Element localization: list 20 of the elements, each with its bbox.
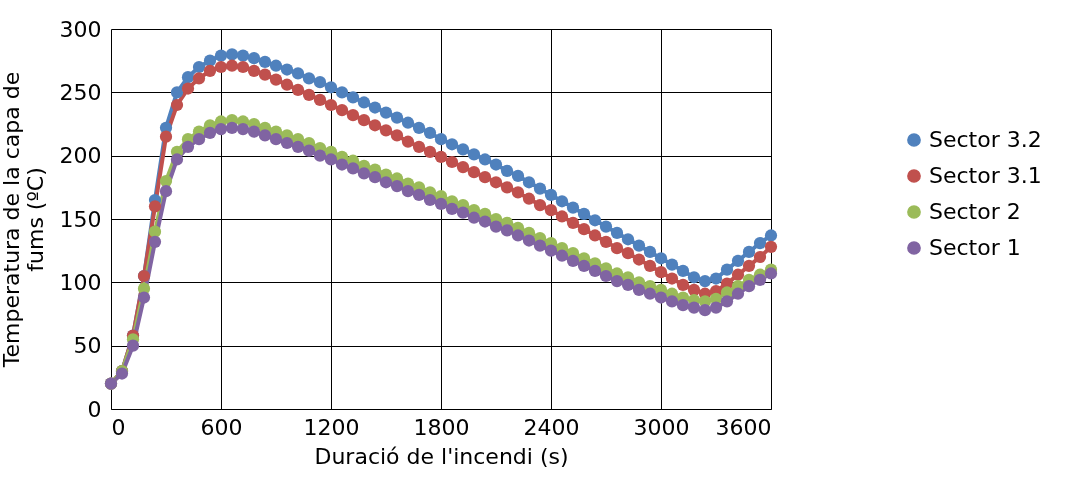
y-tick-label: 50 [73,333,102,359]
legend-label: Sector 3.1 [929,163,1042,188]
x-tick-label: 1200 [303,414,360,440]
y-tick-label: 0 [87,396,102,422]
legend-label: Sector 3.2 [929,127,1042,152]
x-tick-label: 600 [200,414,243,440]
x-tick-label: 3600 [715,414,772,440]
y-tick-label: 250 [59,79,102,105]
y-tick-label: 300 [59,16,102,42]
legend-label: Sector 1 [929,235,1021,260]
x-tick-label: 2400 [523,414,580,440]
x-axis-title: Duració de l'incendi (s) [314,443,569,469]
y-axis-title: Temperatura de la capa de fums (ºC) [0,71,48,369]
legend-label: Sector 2 [929,199,1021,224]
y-tick-label: 150 [59,206,102,232]
x-tick-label: 3000 [633,414,690,440]
x-tick-label: 1800 [413,414,470,440]
y-tick-label: 100 [59,269,102,295]
x-tick-label: 0 [111,414,126,440]
y-tick-label: 200 [59,143,102,169]
